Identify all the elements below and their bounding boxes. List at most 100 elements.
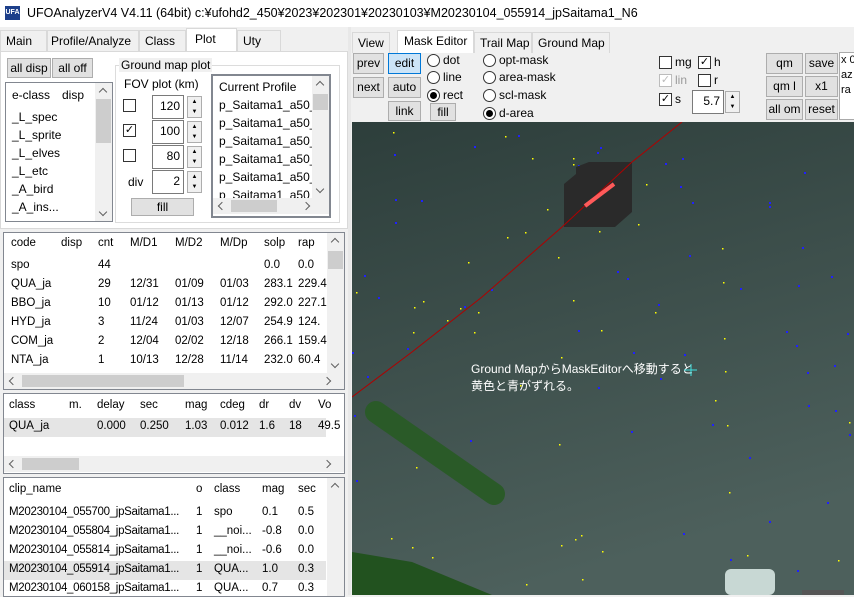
tab-mask-editor[interactable]: Mask Editor xyxy=(397,30,474,53)
column-header[interactable]: class xyxy=(9,399,36,411)
code-vscrollbar[interactable] xyxy=(327,233,344,373)
radio-line[interactable] xyxy=(427,71,440,84)
tab-uty[interactable]: Uty xyxy=(237,30,281,51)
eclass-item[interactable]: _A_ins... xyxy=(12,200,59,214)
profile-item[interactable]: p_Saitama1_a50_2 xyxy=(219,152,312,166)
table-row[interactable]: M20230104_055700_jpSaitama1... 1 spo 0.1 0.5 xyxy=(4,504,326,523)
scroll-right-icon[interactable] xyxy=(322,459,332,469)
scroll-thumb[interactable] xyxy=(22,458,79,470)
link-button[interactable]: link xyxy=(388,101,421,121)
radio-opt-mask[interactable] xyxy=(483,54,496,67)
class-table[interactable]: class m. delay sec mag cdeg dr dv Vo QUA_ja 0.000 0… xyxy=(3,393,345,474)
tab-view[interactable]: View xyxy=(352,32,390,53)
column-header[interactable]: dv xyxy=(289,399,302,411)
radio-d-area[interactable] xyxy=(483,107,496,120)
column-header[interactable]: M/D1 xyxy=(130,237,158,249)
column-header[interactable]: Vo xyxy=(318,399,332,411)
code-table[interactable]: code disp cnt M/D1 M/D2 M/Dp solp rap spo 44 0.0 0.… xyxy=(3,232,345,390)
scroll-up-icon[interactable] xyxy=(98,87,108,97)
tab-main[interactable]: Main xyxy=(0,30,47,51)
column-header[interactable]: code xyxy=(11,237,36,249)
scroll-up-icon[interactable] xyxy=(330,237,340,247)
code-hscrollbar[interactable] xyxy=(4,373,344,389)
scroll-left-icon[interactable] xyxy=(217,201,227,211)
fov-spinner[interactable]: ▲ ▼ xyxy=(187,96,202,118)
column-header[interactable]: M/D2 xyxy=(175,237,203,249)
radio-area-mask[interactable] xyxy=(483,71,496,84)
column-header[interactable]: rap xyxy=(298,237,315,249)
scroll-right-icon[interactable] xyxy=(322,376,332,386)
auto-button[interactable]: auto xyxy=(388,77,421,98)
disp-header[interactable]: disp xyxy=(62,88,85,102)
profile-hscrollbar[interactable] xyxy=(213,198,329,214)
table-row[interactable]: M20230104_060158_jpSaitama1... 1 QUA... 0.7… xyxy=(4,580,326,596)
mask-fill-button[interactable]: fill xyxy=(430,103,456,121)
table-row[interactable]: QUA_ja 0.000 0.250 1.03 0.012 1.6 18 49.5 xyxy=(4,418,340,437)
qm-button[interactable]: qm xyxy=(766,53,803,74)
all-off-button[interactable]: all off xyxy=(52,58,93,78)
fov-spinner[interactable]: ▲ ▼ xyxy=(187,121,202,143)
column-header[interactable]: disp xyxy=(61,237,83,249)
scroll-right-icon[interactable] xyxy=(301,201,311,211)
s-spinner[interactable]: ▲ ▼ xyxy=(725,91,740,113)
all-om-button[interactable]: all om xyxy=(766,99,803,120)
clip-table[interactable]: clip_name o class mag sec M20230104_055700_jp… xyxy=(3,477,345,597)
next-button[interactable]: next xyxy=(353,77,384,98)
column-header[interactable]: dr xyxy=(259,399,270,411)
column-header[interactable]: cdeg xyxy=(220,399,245,411)
profile-item[interactable]: p_Saitama1_a50_2 xyxy=(219,134,312,148)
profile-item[interactable]: p_Saitama1_a50_2 xyxy=(219,188,312,198)
mask-editor-image[interactable]: Ground MapからMaskEditorへ移動すると 黄色と青がずれる。 xyxy=(352,122,854,595)
eclass-item[interactable]: _L_sprite xyxy=(12,128,62,142)
column-header[interactable]: delay xyxy=(97,399,125,411)
scroll-thumb[interactable] xyxy=(313,94,328,110)
class-hscrollbar[interactable] xyxy=(4,456,344,472)
eclass-scrollbar[interactable] xyxy=(95,83,112,221)
column-header[interactable]: class xyxy=(214,483,241,495)
scroll-left-icon[interactable] xyxy=(8,459,18,469)
x1-button[interactable]: x1 xyxy=(805,76,838,97)
clip-vscrollbar[interactable] xyxy=(327,478,344,596)
column-header[interactable]: mag xyxy=(262,483,285,495)
scroll-thumb[interactable] xyxy=(96,99,111,143)
table-row[interactable]: M20230104_055814_jpSaitama1... 1 __noi... -… xyxy=(4,542,326,561)
profile-item[interactable]: p_Saitama1_a50_2 xyxy=(219,116,312,130)
table-row[interactable]: QUA_ja 29 12/31 01/09 01/03 283.1 229.4 xyxy=(4,276,327,295)
scroll-down-icon[interactable] xyxy=(330,359,340,369)
column-header[interactable]: sec xyxy=(140,399,158,411)
column-header[interactable]: mag xyxy=(185,399,208,411)
table-row[interactable]: COM_ja 2 12/04 02/02 12/18 266.1 159.4 xyxy=(4,333,327,352)
fov-spinner[interactable]: ▲ ▼ xyxy=(187,146,202,168)
sky-image[interactable]: Ground MapからMaskEditorへ移動すると 黄色と青がずれる。 xyxy=(352,122,854,595)
splitter[interactable] xyxy=(348,27,351,595)
mg-checkbox[interactable] xyxy=(659,56,672,69)
column-header[interactable]: clip_name xyxy=(9,483,62,495)
eclass-item[interactable]: _A_bird xyxy=(12,182,54,196)
scroll-thumb[interactable] xyxy=(231,200,277,212)
profile-item[interactable]: p_Saitama1_a50_2 xyxy=(219,98,312,112)
h-checkbox[interactable]: ✓ xyxy=(698,56,711,69)
scroll-thumb[interactable] xyxy=(22,375,184,387)
save-button[interactable]: save xyxy=(805,53,838,74)
tab-class[interactable]: Class xyxy=(139,30,186,51)
table-row[interactable]: NTA_ja 1 10/13 12/28 11/14 232.0 60.4 xyxy=(4,352,326,371)
scroll-down-icon[interactable] xyxy=(98,207,108,217)
div-spinner[interactable]: ▲ ▼ xyxy=(187,171,202,193)
current-profile-list[interactable]: Current Profile p_Saitama1_a50_2 p_Saitam… xyxy=(211,74,331,218)
radio-dot[interactable] xyxy=(427,54,440,67)
fov-km-input[interactable]: 80 xyxy=(152,145,184,169)
profile-item[interactable]: p_Saitama1_a50_2 xyxy=(219,170,312,184)
table-row[interactable]: M20230104_055804_jpSaitama1... 1 __noi... -… xyxy=(4,523,326,542)
edit-button[interactable]: edit xyxy=(388,53,421,74)
column-header[interactable]: M/Dp xyxy=(220,237,248,249)
eclass-item[interactable]: _L_elves xyxy=(12,146,61,160)
prev-button[interactable]: prev xyxy=(353,53,384,74)
table-row[interactable]: HYD_ja 3 11/24 01/03 12/07 254.9 124. xyxy=(4,314,326,333)
s-checkbox[interactable]: ✓ xyxy=(659,93,672,106)
eclass-item[interactable]: _L_spec xyxy=(12,110,58,124)
r-checkbox[interactable] xyxy=(698,74,711,87)
scroll-up-icon[interactable] xyxy=(315,80,325,90)
column-header[interactable]: sec xyxy=(298,483,316,495)
eclass-list[interactable]: e-class disp _L_spec _L_sprite _L_elves _L_… xyxy=(5,82,113,222)
scroll-left-icon[interactable] xyxy=(8,376,18,386)
